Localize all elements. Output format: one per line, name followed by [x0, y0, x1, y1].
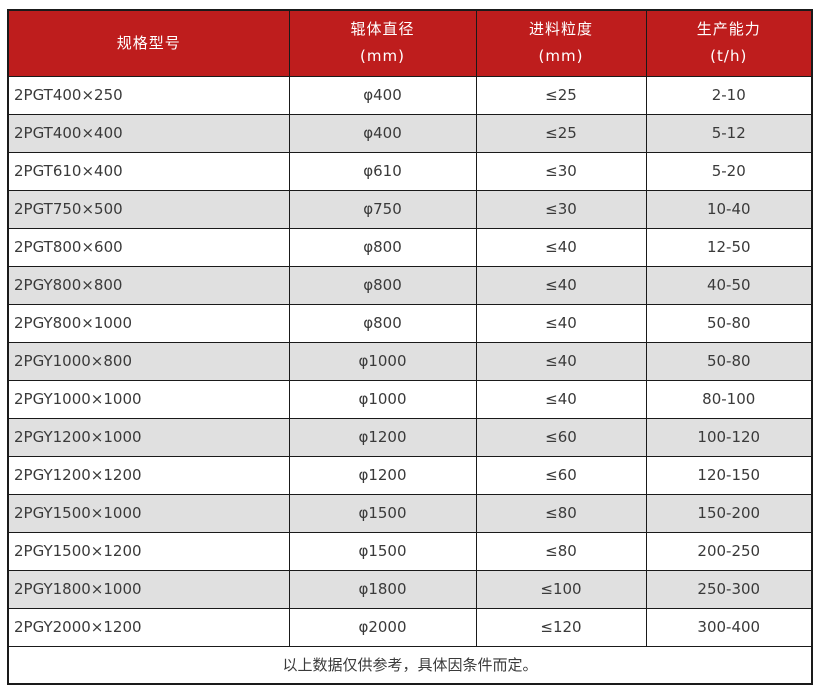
spec-table: 规格型号 辊体直径 (mm) 进料粒度 (mm) 生产能力 (t/h) 2PGT400… [7, 9, 813, 685]
model-cell: 2PGT610×400 [7, 151, 290, 191]
column-header-feed-size-title: 进料粒度 [528, 20, 593, 39]
model-cell: 2PGY1200×1000 [7, 417, 290, 457]
column-header-diameter: 辊体直径 (mm) [288, 9, 477, 77]
feed-size-cell: ≤25 [475, 113, 647, 153]
diameter-cell: φ800 [288, 265, 477, 305]
diameter-cell: φ1500 [288, 493, 477, 533]
table-row: 2PGY1200×1000 φ1200 ≤60 100-120 [7, 417, 813, 457]
feed-size-cell: ≤30 [475, 151, 647, 191]
feed-size-cell: ≤30 [475, 189, 647, 229]
table-row: 2PGY1800×1000 φ1800 ≤100 250-300 [7, 569, 813, 609]
footer-row: 以上数据仅供参考，具体因条件而定。 [7, 645, 813, 685]
footer-note: 以上数据仅供参考，具体因条件而定。 [7, 645, 813, 685]
column-header-diameter-unit: (mm) [360, 47, 405, 66]
table-row: 2PGY1000×1000 φ1000 ≤40 80-100 [7, 379, 813, 419]
header-row: 规格型号 辊体直径 (mm) 进料粒度 (mm) 生产能力 (t/h) [7, 9, 813, 77]
feed-size-cell: ≤40 [475, 341, 647, 381]
capacity-cell: 300-400 [645, 607, 813, 647]
diameter-cell: φ1800 [288, 569, 477, 609]
capacity-cell: 40-50 [645, 265, 813, 305]
diameter-cell: φ1500 [288, 531, 477, 571]
model-cell: 2PGT400×250 [7, 75, 290, 115]
diameter-cell: φ1000 [288, 341, 477, 381]
diameter-cell: φ750 [288, 189, 477, 229]
column-header-capacity: 生产能力 (t/h) [645, 9, 813, 77]
model-cell: 2PGY1500×1200 [7, 531, 290, 571]
capacity-cell: 12-50 [645, 227, 813, 267]
model-cell: 2PGT800×600 [7, 227, 290, 267]
table-row: 2PGY800×1000 φ800 ≤40 50-80 [7, 303, 813, 343]
feed-size-cell: ≤80 [475, 493, 647, 533]
table-row: 2PGY1000×800 φ1000 ≤40 50-80 [7, 341, 813, 381]
diameter-cell: φ400 [288, 113, 477, 153]
model-cell: 2PGY2000×1200 [7, 607, 290, 647]
table-row: 2PGY2000×1200 φ2000 ≤120 300-400 [7, 607, 813, 647]
capacity-cell: 5-20 [645, 151, 813, 191]
diameter-cell: φ610 [288, 151, 477, 191]
capacity-cell: 50-80 [645, 303, 813, 343]
diameter-cell: φ800 [288, 227, 477, 267]
capacity-cell: 10-40 [645, 189, 813, 229]
feed-size-cell: ≤60 [475, 417, 647, 457]
table-row: 2PGT400×250 φ400 ≤25 2-10 [7, 75, 813, 115]
column-header-diameter-title: 辊体直径 [350, 20, 415, 39]
diameter-cell: φ1200 [288, 455, 477, 495]
column-header-feed-size-unit: (mm) [538, 47, 584, 66]
spec-table-body: 2PGT400×250 φ400 ≤25 2-10 2PGT400×400 φ400 ≤25… [7, 75, 813, 647]
capacity-cell: 80-100 [645, 379, 813, 419]
column-header-feed-size: 进料粒度 (mm) [475, 9, 647, 77]
feed-size-cell: ≤40 [475, 379, 647, 419]
capacity-cell: 2-10 [645, 75, 813, 115]
capacity-cell: 200-250 [645, 531, 813, 571]
model-cell: 2PGY1500×1000 [7, 493, 290, 533]
feed-size-cell: ≤40 [475, 227, 647, 267]
table-row: 2PGY1500×1200 φ1500 ≤80 200-250 [7, 531, 813, 571]
table-row: 2PGT800×600 φ800 ≤40 12-50 [7, 227, 813, 267]
feed-size-cell: ≤40 [475, 265, 647, 305]
feed-size-cell: ≤80 [475, 531, 647, 571]
diameter-cell: φ400 [288, 75, 477, 115]
capacity-cell: 150-200 [645, 493, 813, 533]
diameter-cell: φ2000 [288, 607, 477, 647]
model-cell: 2PGY800×1000 [7, 303, 290, 343]
diameter-cell: φ1200 [288, 417, 477, 457]
table-row: 2PGT400×400 φ400 ≤25 5-12 [7, 113, 813, 153]
model-cell: 2PGY1200×1200 [7, 455, 290, 495]
capacity-cell: 100-120 [645, 417, 813, 457]
model-cell: 2PGY1000×800 [7, 341, 290, 381]
diameter-cell: φ1000 [288, 379, 477, 419]
table-row: 2PGY1200×1200 φ1200 ≤60 120-150 [7, 455, 813, 495]
column-header-model-title: 规格型号 [116, 33, 181, 52]
feed-size-cell: ≤100 [475, 569, 647, 609]
capacity-cell: 250-300 [645, 569, 813, 609]
table-row: 2PGT750×500 φ750 ≤30 10-40 [7, 189, 813, 229]
feed-size-cell: ≤25 [475, 75, 647, 115]
model-cell: 2PGY800×800 [7, 265, 290, 305]
spec-table-header: 规格型号 辊体直径 (mm) 进料粒度 (mm) 生产能力 (t/h) [7, 9, 813, 77]
diameter-cell: φ800 [288, 303, 477, 343]
model-cell: 2PGY1000×1000 [7, 379, 290, 419]
capacity-cell: 5-12 [645, 113, 813, 153]
capacity-cell: 50-80 [645, 341, 813, 381]
feed-size-cell: ≤60 [475, 455, 647, 495]
table-row: 2PGT610×400 φ610 ≤30 5-20 [7, 151, 813, 191]
table-row: 2PGY800×800 φ800 ≤40 40-50 [7, 265, 813, 305]
column-header-model: 规格型号 [7, 9, 290, 77]
table-row: 2PGY1500×1000 φ1500 ≤80 150-200 [7, 493, 813, 533]
model-cell: 2PGT750×500 [7, 189, 290, 229]
model-cell: 2PGY1800×1000 [7, 569, 290, 609]
feed-size-cell: ≤40 [475, 303, 647, 343]
spec-table-footer: 以上数据仅供参考，具体因条件而定。 [7, 645, 813, 685]
column-header-capacity-unit: (t/h) [710, 47, 748, 66]
feed-size-cell: ≤120 [475, 607, 647, 647]
capacity-cell: 120-150 [645, 455, 813, 495]
model-cell: 2PGT400×400 [7, 113, 290, 153]
column-header-capacity-title: 生产能力 [696, 20, 761, 39]
